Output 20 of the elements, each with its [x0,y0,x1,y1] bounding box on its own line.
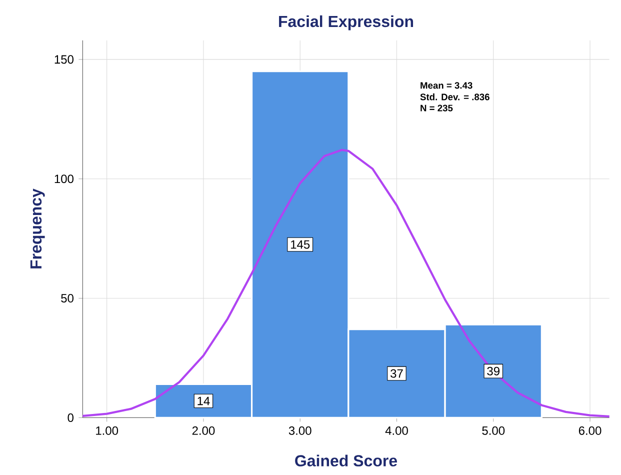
y-axis-title: Frequency [30,188,45,268]
y-tick-label: 150 [54,55,74,64]
annotation: Mean = 3.43 [420,82,472,89]
data-label: 39 [487,366,500,376]
y-tick-label: 100 [54,174,74,184]
data-label: 145 [291,240,310,249]
x-tick-label: 6.00 [578,426,602,435]
x-tick-label: 4.00 [385,426,408,435]
y-tick-label: 0 [68,413,74,422]
annotation: Std. Dev. = .836 [420,93,490,100]
data-label: 37 [390,369,403,378]
x-tick-label: 2.00 [192,426,215,435]
x-tick-label: 1.00 [96,426,118,435]
x-tick-label: 5.00 [482,426,505,435]
annotation: N = 235 [420,104,453,112]
chart-title: Facial Expression [279,15,414,30]
y-tick-label: 50 [61,294,74,303]
data-label: 14 [198,396,210,406]
x-axis-title: Gained Score [295,454,398,466]
x-tick-label: 3.00 [288,426,312,435]
